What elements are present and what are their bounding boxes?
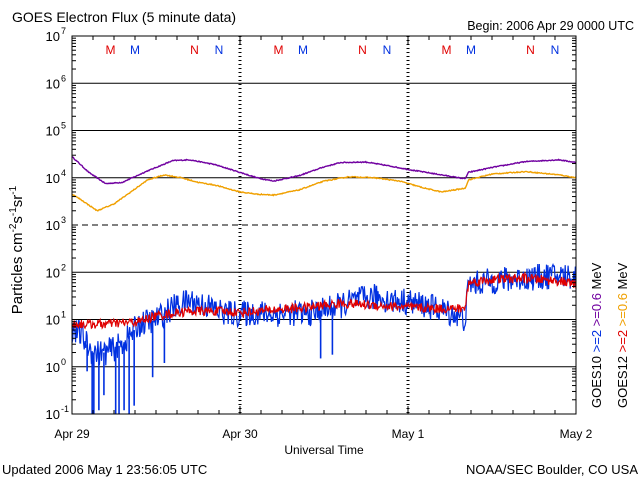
x-tick-label: May 1 bbox=[392, 427, 425, 441]
chart-title: GOES Electron Flux (5 minute data) bbox=[12, 9, 236, 25]
legend-column: GOES12 >=2 >=0.6 MeV bbox=[615, 262, 630, 408]
mn-marker-label: N bbox=[190, 43, 199, 57]
legend-entry: MeV bbox=[615, 262, 630, 289]
y-tick-label: 10 bbox=[46, 313, 60, 328]
y-tick-label: 10 bbox=[46, 29, 60, 44]
legend-entry: MeV bbox=[589, 262, 604, 289]
legend-entry: >=0.6 bbox=[589, 289, 604, 326]
y-tick-exponent: 5 bbox=[61, 121, 66, 131]
y-tick-exponent: 4 bbox=[61, 168, 66, 178]
mn-marker-label: N bbox=[551, 43, 560, 57]
begin-label: Begin: 2006 Apr 29 0000 UTC bbox=[467, 19, 634, 33]
mn-marker-label: N bbox=[526, 43, 535, 57]
legend-entry: >=2 bbox=[615, 326, 630, 352]
y-axis-label: Particles cm-2s-1sr-1 bbox=[8, 185, 26, 314]
ylabel-mid2: sr bbox=[9, 195, 26, 208]
legend-entry: >=0.6 bbox=[615, 289, 630, 326]
ylabel-mid1: s bbox=[9, 216, 26, 224]
mn-marker-label: M bbox=[442, 43, 452, 57]
mn-marker-label: M bbox=[130, 43, 140, 57]
mn-marker-label: M bbox=[466, 43, 476, 57]
y-tick-exponent: 7 bbox=[61, 26, 66, 36]
series-line bbox=[71, 170, 577, 212]
y-tick-exponent: 6 bbox=[61, 73, 66, 83]
y-tick-exponent: 0 bbox=[61, 357, 66, 367]
mn-marker-label: N bbox=[383, 43, 392, 57]
y-tick-exponent: 3 bbox=[61, 215, 66, 225]
data-series bbox=[71, 156, 577, 414]
y-tick-label: 10 bbox=[46, 124, 60, 139]
footer-source: NOAA/SEC Boulder, CO USA bbox=[466, 462, 638, 477]
ylabel-exp1: -2 bbox=[8, 223, 19, 232]
ylabel-exp3: -1 bbox=[8, 185, 19, 194]
legend-entry: GOES12 bbox=[615, 352, 630, 408]
mn-marker-label: M bbox=[274, 43, 284, 57]
ylabel-exp2: -1 bbox=[8, 207, 19, 216]
legend-entry: >=2 bbox=[589, 326, 604, 352]
y-tick-label: 10 bbox=[46, 360, 60, 375]
y-tick-label: 10 bbox=[46, 407, 60, 422]
ylabel-base: Particles cm bbox=[9, 233, 26, 315]
x-tick-label: Apr 29 bbox=[54, 427, 90, 441]
y-tick-exponent: -1 bbox=[61, 404, 69, 414]
series-line bbox=[71, 271, 577, 330]
y-tick-label: 10 bbox=[46, 76, 60, 91]
y-tick-label: 10 bbox=[46, 171, 60, 186]
legend-entry: GOES10 bbox=[589, 352, 604, 408]
x-tick-label: May 2 bbox=[560, 427, 593, 441]
mn-marker-label: N bbox=[215, 43, 224, 57]
grid-lines bbox=[72, 36, 576, 414]
y-tick-exponent: 2 bbox=[61, 262, 66, 272]
legend-column: GOES10 >=2 >=0.6 MeV bbox=[589, 262, 604, 408]
footer-updated: Updated 2006 May 1 23:56:05 UTC bbox=[2, 462, 207, 477]
series-line bbox=[72, 156, 577, 185]
y-tick-exponent: 1 bbox=[61, 310, 66, 320]
y-tick-label: 10 bbox=[46, 218, 60, 233]
y-tick-label: 10 bbox=[46, 265, 60, 280]
x-axis-label: Universal Time bbox=[284, 443, 364, 457]
mn-marker-label: M bbox=[106, 43, 116, 57]
mn-marker-label: N bbox=[358, 43, 367, 57]
mn-marker-label: M bbox=[298, 43, 308, 57]
x-tick-label: Apr 30 bbox=[222, 427, 258, 441]
